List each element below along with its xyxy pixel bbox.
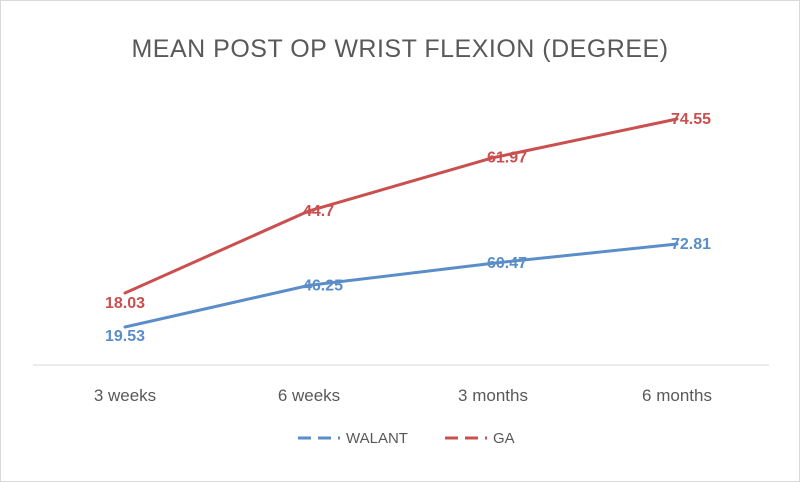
legend-label: WALANT — [346, 430, 408, 447]
data-label: 18.03 — [105, 295, 145, 312]
data-label: 46.25 — [303, 277, 343, 294]
data-label: 19.53 — [105, 328, 145, 345]
x-tick-label: 3 weeks — [94, 386, 156, 405]
series-line — [123, 117, 679, 295]
data-label: 74.55 — [671, 111, 711, 128]
series-layer: 19.53 46.25 60.47 72.81 18.03 44.7 61.97 74.55 — [105, 111, 711, 345]
x-tick-label: 3 months — [458, 386, 528, 405]
chart-title: MEAN POST OP WRIST FLEXION (DEGREE) — [131, 35, 668, 63]
series-walant: 19.53 46.25 60.47 72.81 — [105, 236, 711, 345]
legend-item-ga: GA — [445, 430, 515, 447]
x-axis-ticks: 3 weeks 6 weeks 3 months 6 months — [94, 386, 712, 405]
legend: WALANT GA — [298, 430, 515, 447]
series-line — [123, 242, 679, 329]
data-label: 72.81 — [671, 236, 711, 253]
x-tick-label: 6 weeks — [278, 386, 340, 405]
data-label: 60.47 — [487, 255, 527, 272]
x-tick-label: 6 months — [642, 386, 712, 405]
data-label: 44.7 — [303, 203, 334, 220]
data-label: 61.97 — [487, 150, 527, 167]
series-ga: 18.03 44.7 61.97 74.55 — [105, 111, 711, 312]
legend-label: GA — [493, 430, 515, 447]
legend-item-walant: WALANT — [298, 430, 408, 447]
